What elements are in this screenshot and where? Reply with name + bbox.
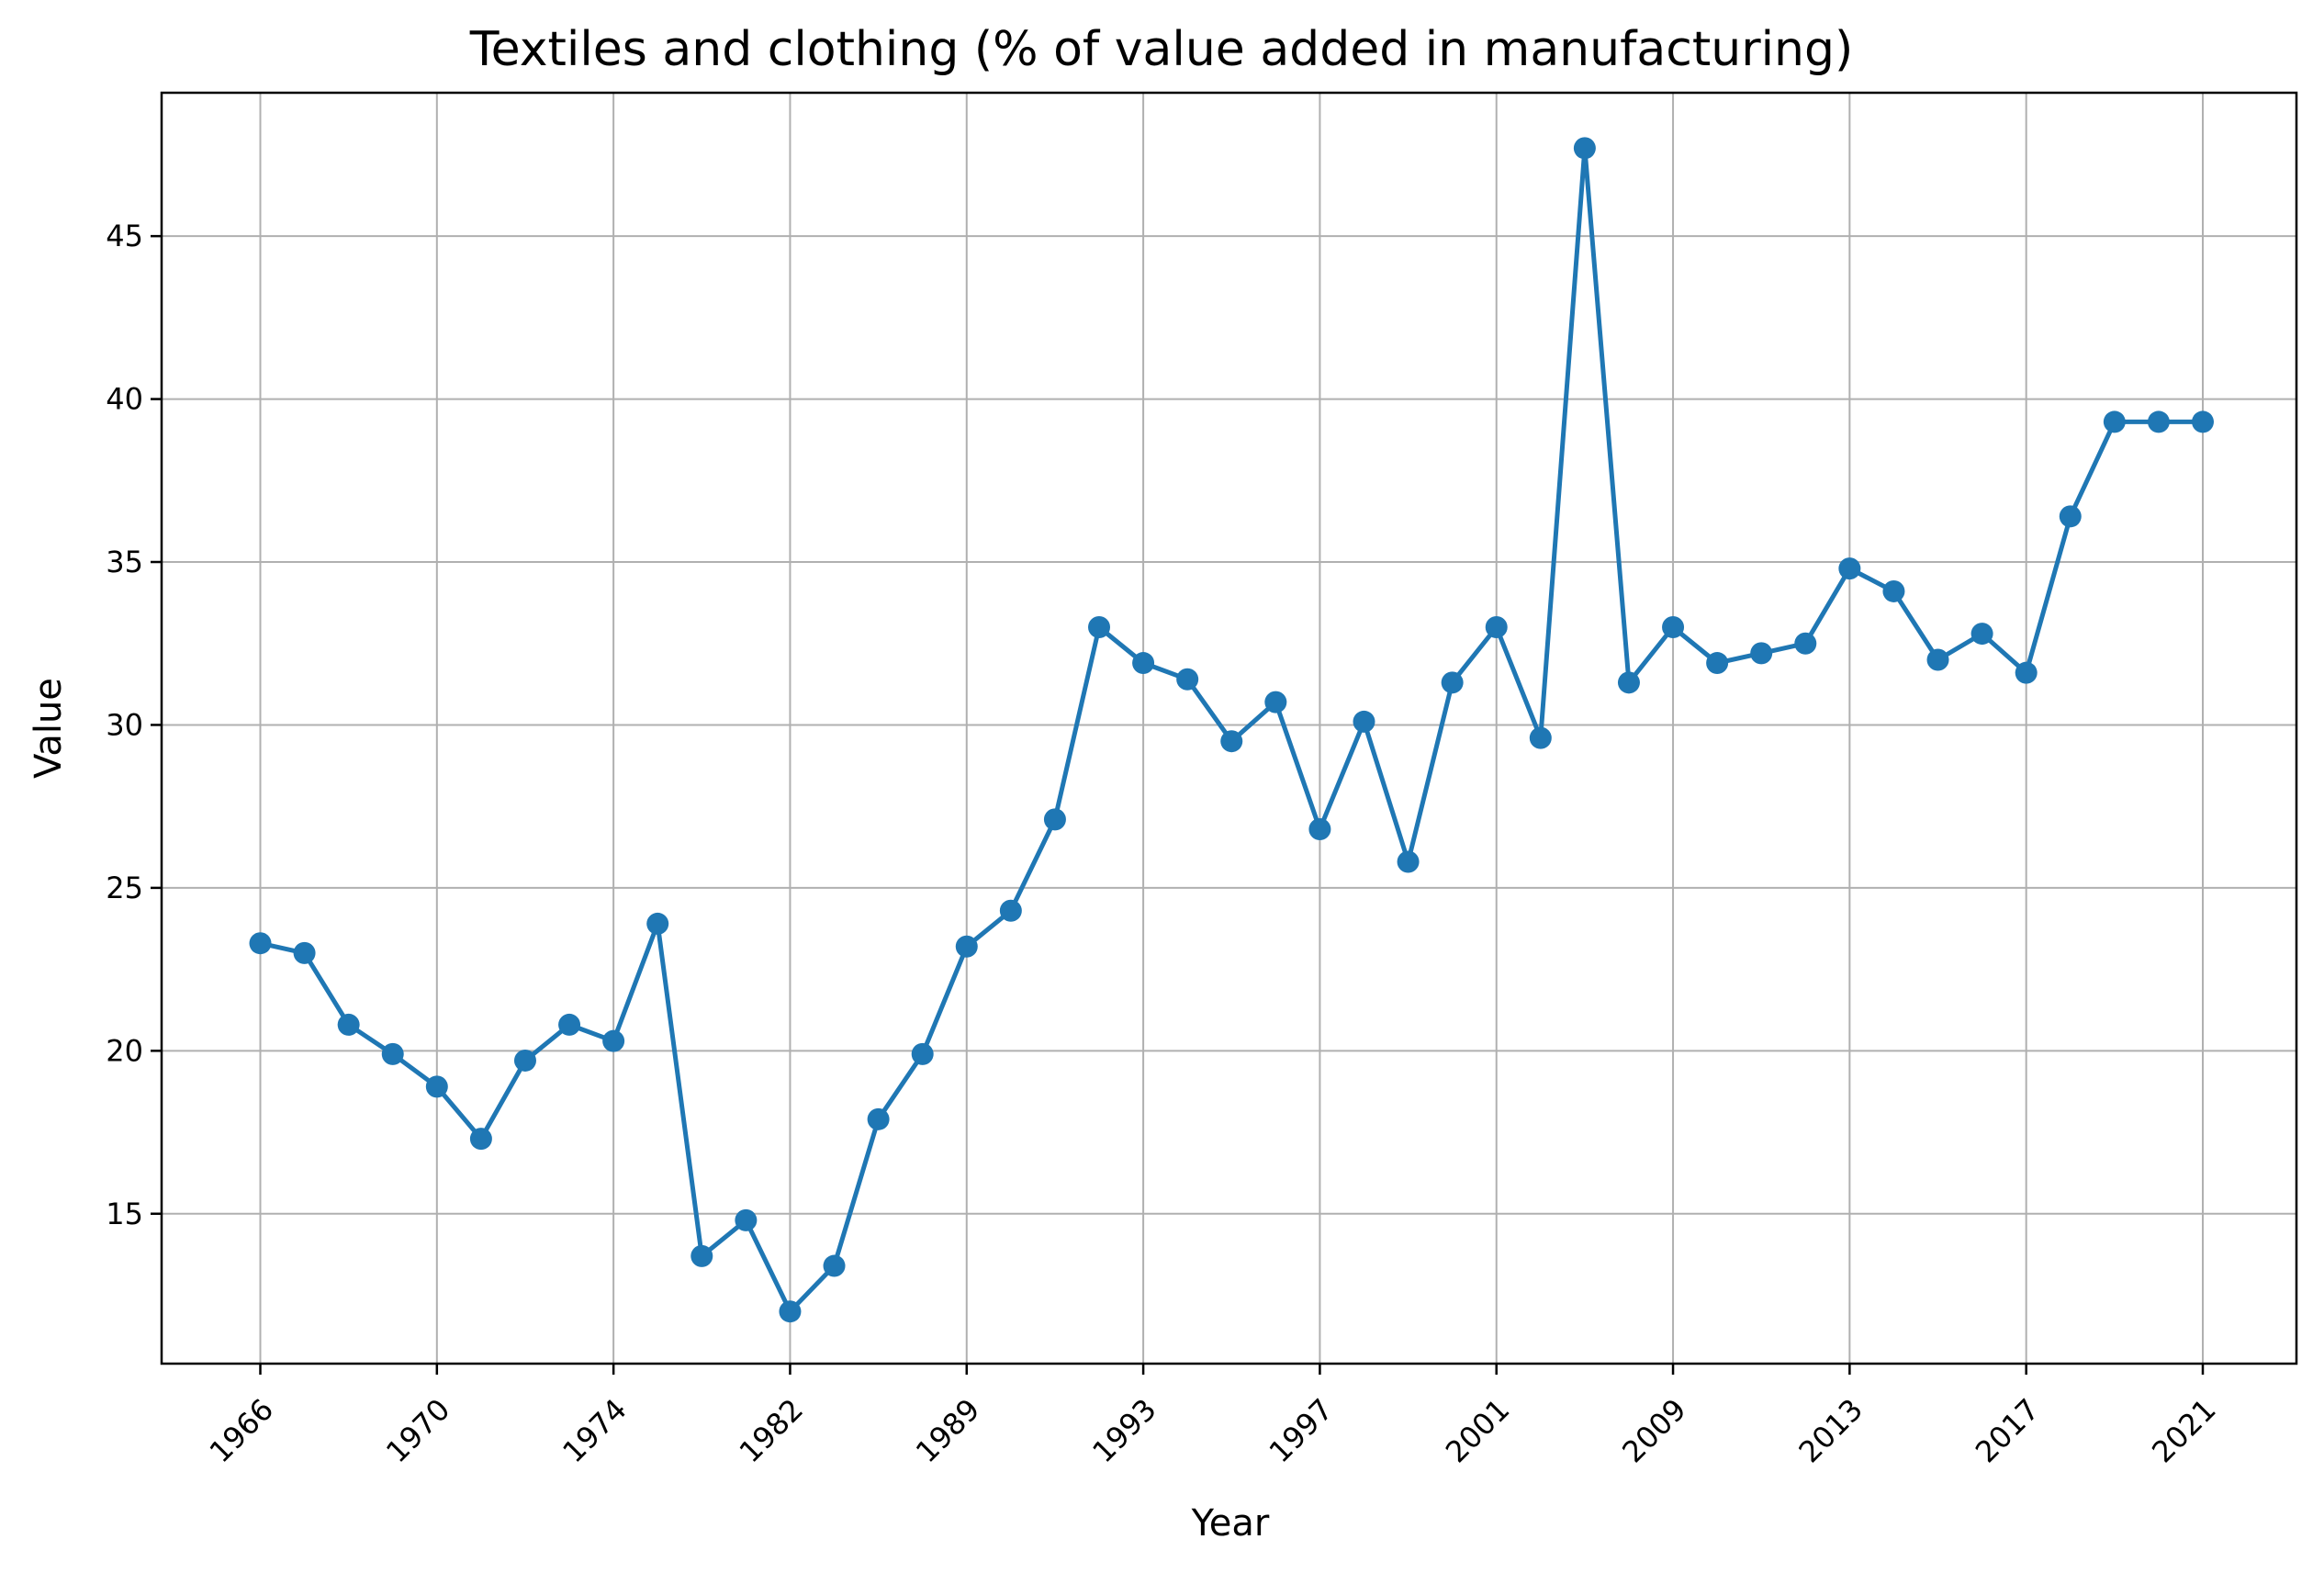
- y-tick-label: 45: [106, 219, 143, 253]
- data-point: [1485, 615, 1508, 638]
- data-point: [1308, 818, 1331, 841]
- data-point: [469, 1128, 492, 1151]
- x-tick-label: 1966: [203, 1392, 280, 1469]
- data-point: [1970, 623, 1993, 646]
- data-point: [690, 1244, 713, 1267]
- data-point: [1043, 808, 1066, 831]
- data-point: [381, 1042, 404, 1065]
- data-point: [1838, 557, 1861, 580]
- x-tick-label: 2021: [2145, 1392, 2222, 1469]
- data-point: [1617, 671, 1640, 694]
- y-tick-label: 35: [106, 545, 143, 579]
- x-tick-label: 1997: [1263, 1392, 1340, 1469]
- y-tick-label: 30: [106, 707, 143, 742]
- x-tick-label: 1982: [733, 1392, 810, 1469]
- data-point: [1750, 642, 1773, 665]
- x-axis-label: Year: [1191, 1502, 1270, 1545]
- data-point: [337, 1013, 360, 1036]
- x-tick-label: 2013: [1792, 1392, 1869, 1469]
- data-point: [1529, 726, 1552, 749]
- data-point: [823, 1254, 846, 1277]
- data-point: [2059, 505, 2082, 528]
- series-layer: [249, 137, 2214, 1323]
- data-point: [2103, 410, 2126, 433]
- y-tick-label: 20: [106, 1033, 143, 1068]
- data-point: [602, 1029, 625, 1052]
- data-point: [2192, 410, 2214, 433]
- data-point: [1176, 668, 1199, 691]
- data-point: [999, 899, 1022, 922]
- ticks-layer: 15 20 25 30 35 40 45 1966 1970 1974 1982 1989 1993 19…: [106, 219, 2222, 1469]
- data-point: [425, 1075, 448, 1098]
- data-point: [1132, 652, 1155, 675]
- data-point: [1706, 652, 1729, 675]
- y-tick-label: 40: [106, 382, 143, 417]
- data-point: [735, 1208, 758, 1231]
- data-point: [911, 1042, 934, 1065]
- data-point: [1882, 579, 1905, 602]
- plot-frame: [160, 91, 2298, 1365]
- x-tick-label: 2001: [1439, 1392, 1516, 1469]
- series-line: [259, 145, 2203, 1314]
- data-point: [513, 1049, 536, 1072]
- data-point: [1353, 710, 1375, 733]
- data-point: [249, 932, 272, 955]
- data-point: [646, 912, 669, 935]
- data-point: [1220, 730, 1243, 753]
- y-axis-label: Value: [28, 678, 70, 779]
- data-point: [1794, 632, 1817, 655]
- data-point: [293, 941, 316, 964]
- data-point: [1264, 691, 1287, 713]
- data-point: [1088, 615, 1111, 638]
- data-point: [2147, 410, 2170, 433]
- x-tick-label: 2009: [1615, 1392, 1692, 1469]
- y-tick-label: 15: [106, 1197, 143, 1231]
- y-tick-label: 25: [106, 871, 143, 905]
- data-point: [1662, 615, 1685, 638]
- data-point: [1926, 648, 1949, 671]
- data-point: [2015, 661, 2038, 684]
- x-tick-label: 2017: [1969, 1392, 2046, 1469]
- chart-title: Textiles and clothing (% of value added …: [469, 22, 1854, 77]
- grid-layer: [162, 93, 2296, 1364]
- data-point: [955, 935, 978, 958]
- x-tick-label: 1974: [556, 1392, 633, 1469]
- data-point: [558, 1013, 581, 1036]
- data-point: [1441, 671, 1464, 694]
- x-tick-label: 1993: [1085, 1392, 1162, 1469]
- x-tick-label: 1989: [909, 1392, 986, 1469]
- x-tick-label: 1970: [379, 1392, 456, 1469]
- data-point: [1573, 137, 1596, 160]
- data-point: [779, 1300, 802, 1323]
- data-point: [867, 1107, 890, 1130]
- data-point: [1397, 850, 1420, 873]
